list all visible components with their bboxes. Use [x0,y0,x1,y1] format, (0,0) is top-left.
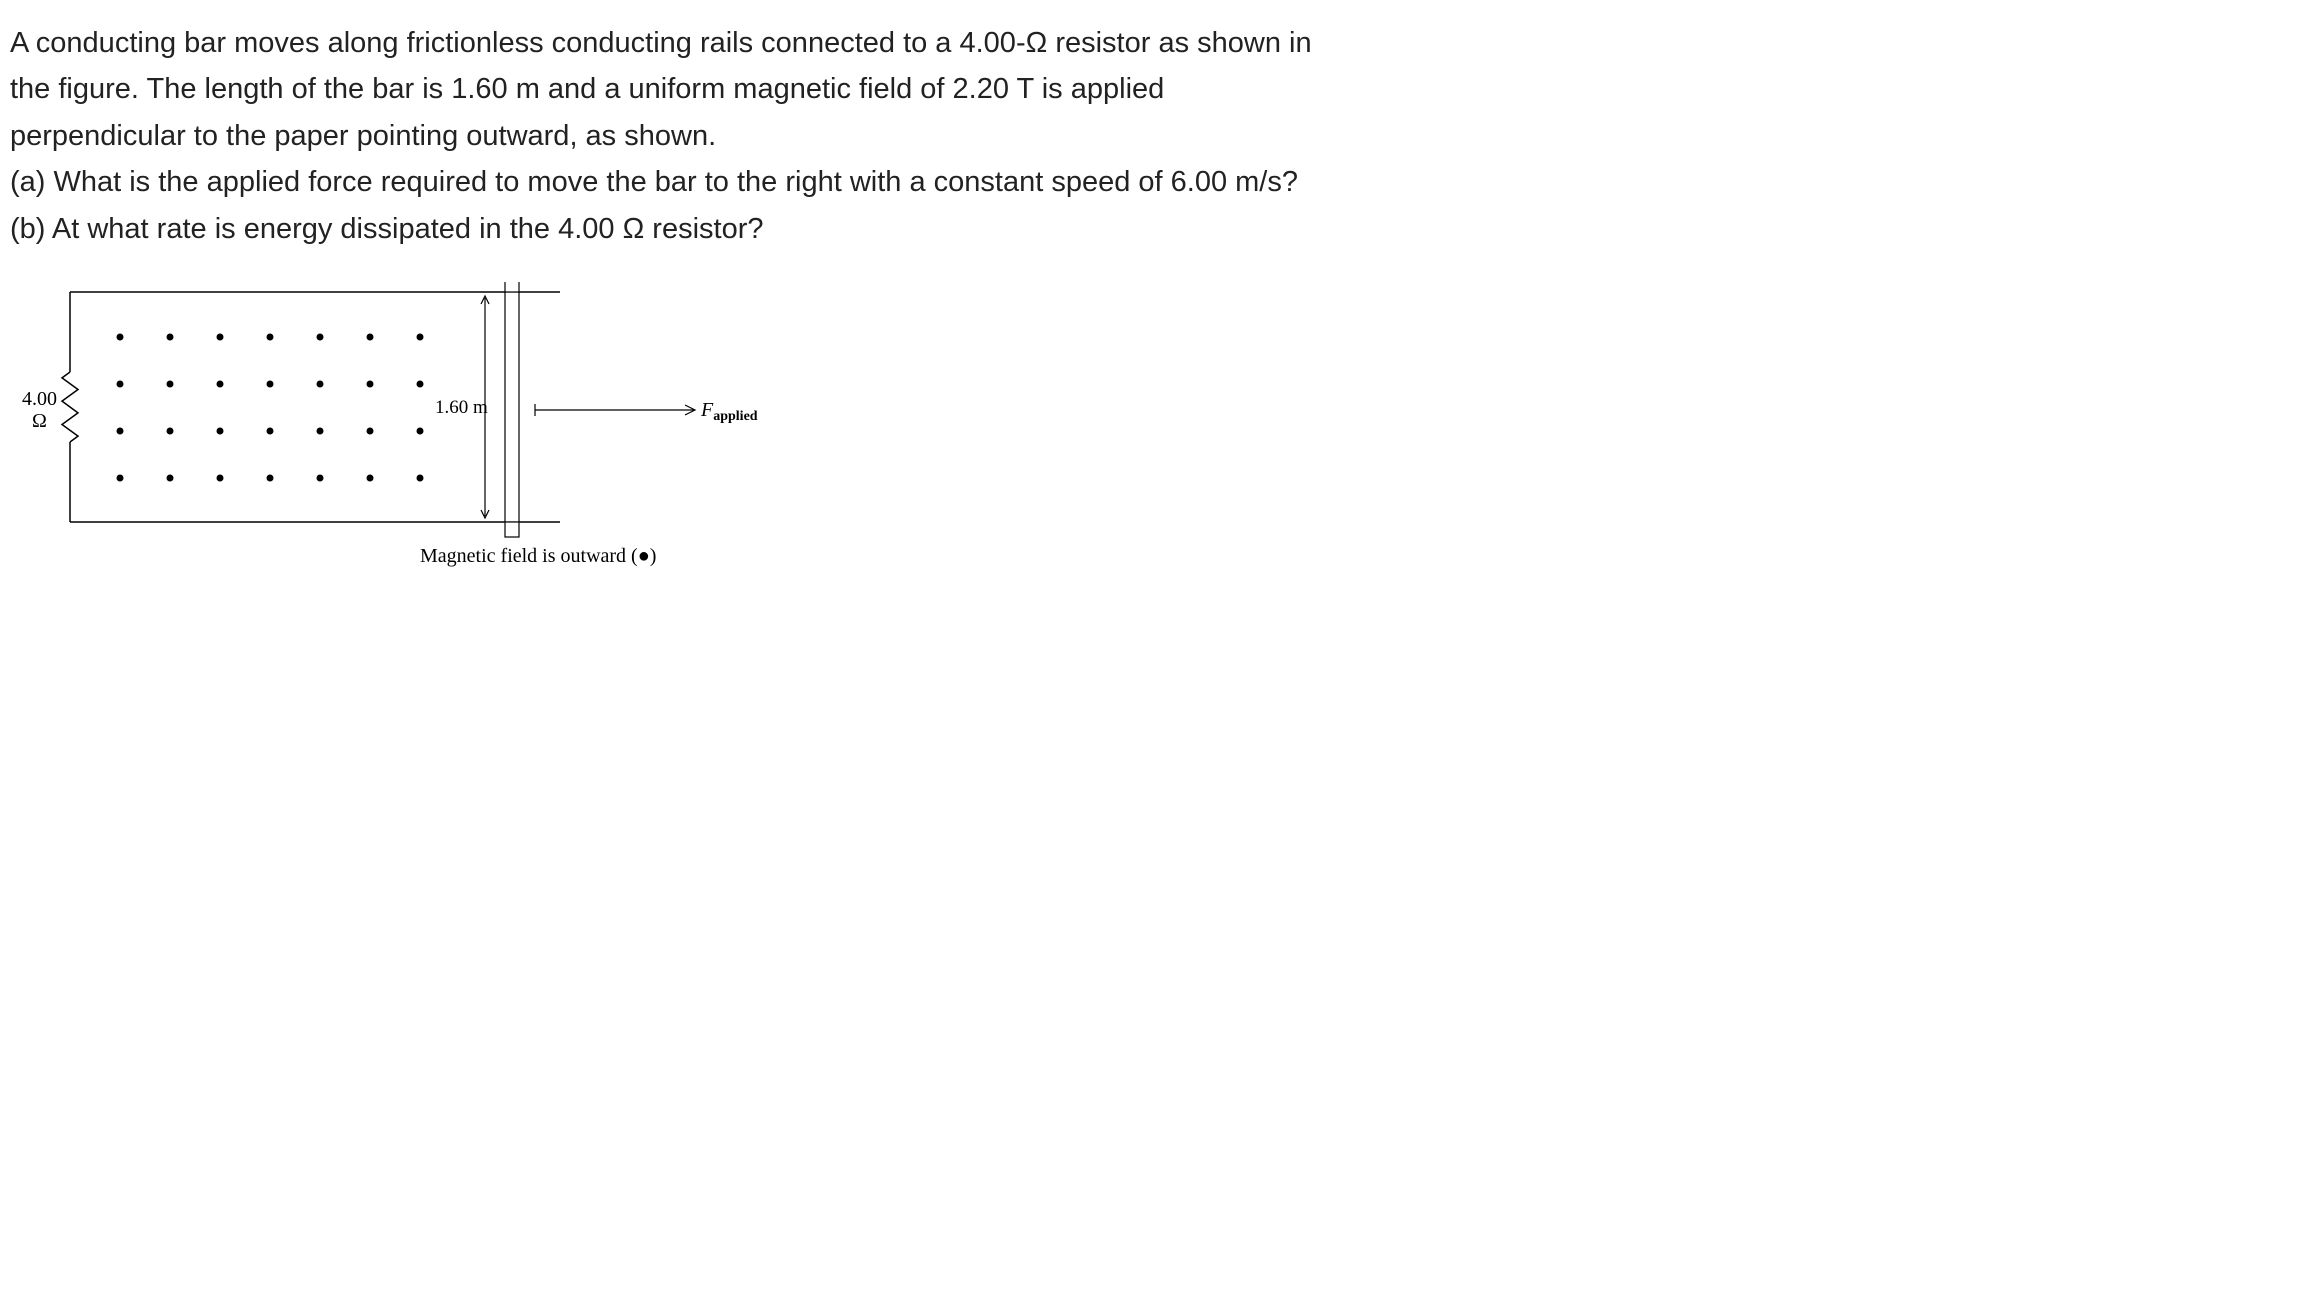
figure-svg: 4.00Ω 1.60 m Fapplied Magnetic field is out… [15,282,915,602]
svg-text:Magnetic field is outward (●): Magnetic field is outward (●) [420,545,656,567]
problem-statement: A conducting bar moves along frictionles… [10,20,2294,252]
line5: (b) At what rate is energy dissipated in… [10,206,2294,252]
circuit-figure: 4.00Ω 1.60 m Fapplied Magnetic field is out… [15,282,915,632]
line1: A conducting bar moves along frictionles… [10,20,2294,66]
line3: perpendicular to the paper pointing outw… [10,113,2294,159]
svg-text:1.60 m: 1.60 m [435,397,488,418]
line2: the figure. The length of the bar is 1.6… [10,66,2294,112]
svg-text:Ω: Ω [32,410,47,432]
line4: (a) What is the applied force required t… [10,159,2294,205]
svg-text:Fapplied: Fapplied [700,399,758,424]
svg-text:4.00: 4.00 [22,388,57,410]
